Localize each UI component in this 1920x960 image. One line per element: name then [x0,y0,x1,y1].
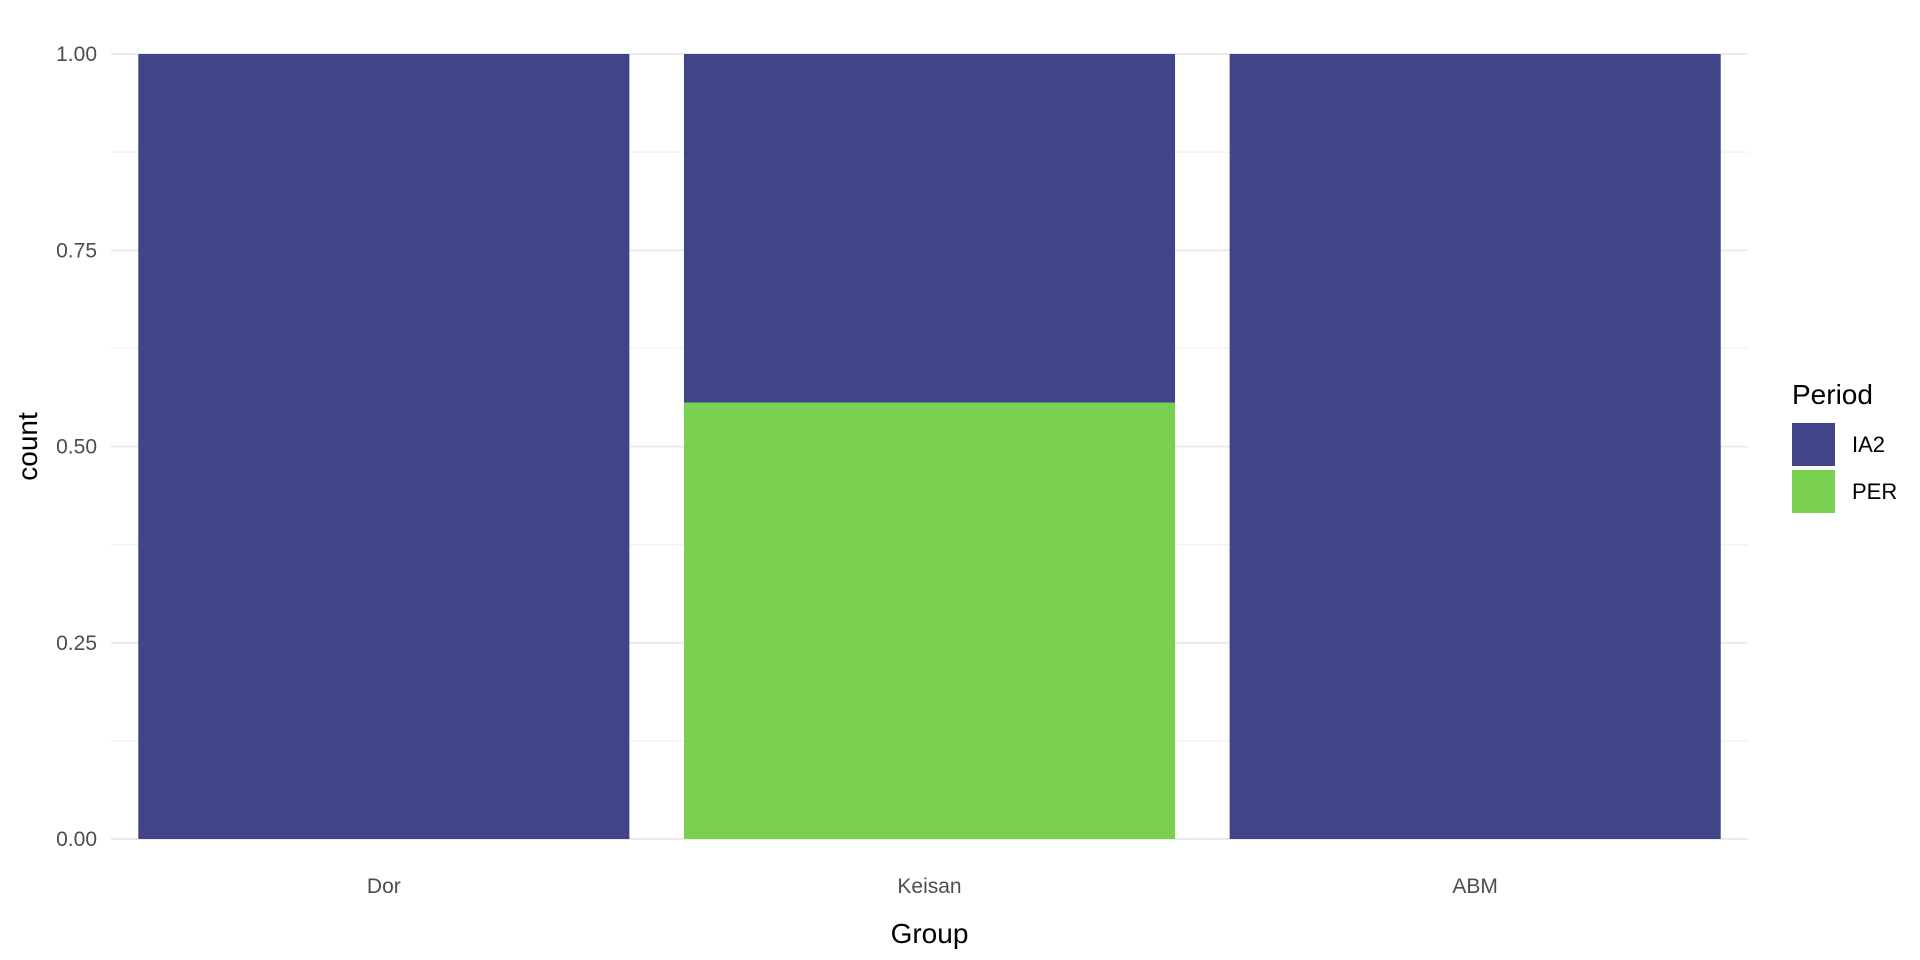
y-axis-ticks: 0.00 0.25 0.50 0.75 1.00 [56,43,97,851]
legend-title: Period [1792,379,1873,410]
y-tick-label: 1.00 [56,43,97,66]
bar-abm-ia2 [1229,54,1721,839]
x-tick-label: ABM [1452,875,1498,898]
y-tick-label: 0.25 [56,632,97,655]
y-tick-label: 0.00 [56,828,97,851]
legend-items: IA2 PER [1792,423,1897,513]
y-axis-title: count [12,412,43,481]
legend-swatch-ia2 [1792,423,1835,466]
legend-label-per: PER [1852,479,1897,504]
x-tick-label: Dor [367,875,401,898]
legend: Period IA2 PER [1792,379,1897,513]
bar-keisan-ia2 [683,54,1176,403]
x-tick-label: Keisan [897,875,961,898]
legend-swatch-per [1792,470,1835,513]
x-axis-ticks: Dor Keisan ABM [367,875,1498,898]
bar-keisan-per [683,402,1176,839]
bars [138,54,1721,839]
y-tick-label: 0.75 [56,239,97,262]
bar-dor-ia2 [138,54,630,839]
x-axis-title: Group [891,918,969,949]
legend-label-ia2: IA2 [1852,432,1885,457]
y-tick-label: 0.50 [56,436,97,459]
